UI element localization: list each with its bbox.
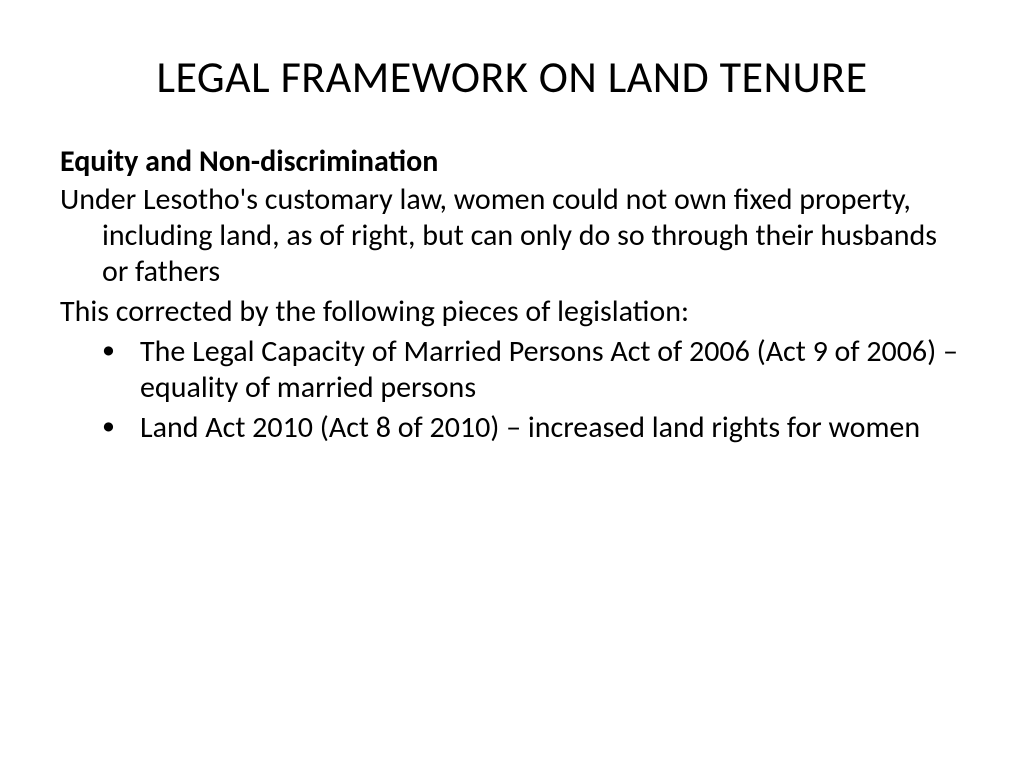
slide-body: Equity and Non-discrimination Under Leso… bbox=[60, 144, 964, 446]
subheading: Equity and Non-discrimination bbox=[60, 144, 964, 180]
list-item: Land Act 2010 (Act 8 of 2010) – increase… bbox=[60, 410, 964, 446]
bullet-list: The Legal Capacity of Married Persons Ac… bbox=[60, 334, 964, 446]
list-item: The Legal Capacity of Married Persons Ac… bbox=[60, 334, 964, 406]
slide-title: LEGAL FRAMEWORK ON LAND TENURE bbox=[60, 50, 964, 104]
paragraph-1: Under Lesotho's customary law, women cou… bbox=[60, 182, 964, 290]
paragraph-2: This corrected by the following pieces o… bbox=[60, 294, 964, 330]
